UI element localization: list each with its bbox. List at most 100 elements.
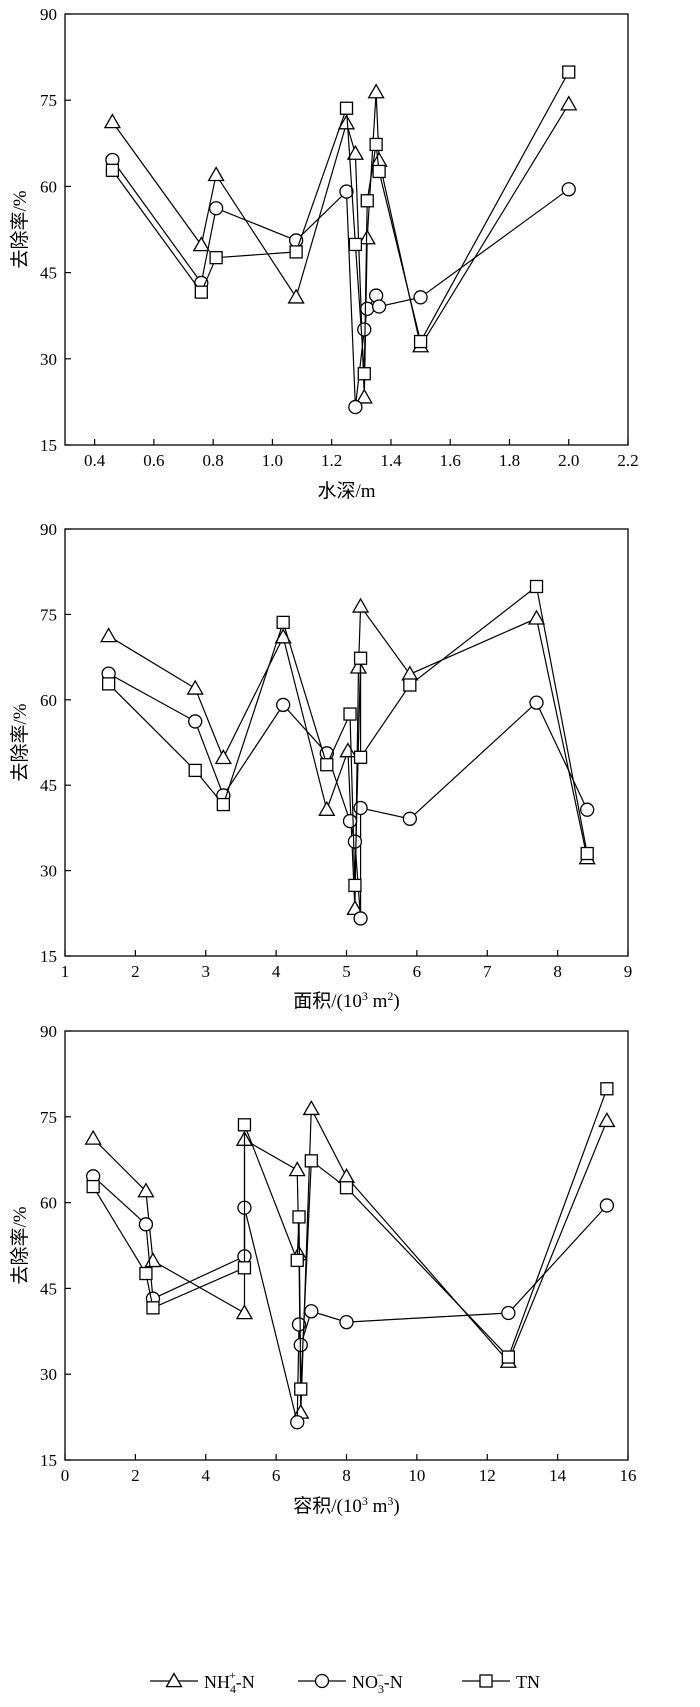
- point-1-2-10: [413, 334, 428, 349]
- point-1-1-7: [360, 301, 375, 316]
- point-1-1-10: [413, 290, 428, 305]
- point-3-0-2: [144, 1252, 162, 1268]
- point-1-2-4: [339, 101, 354, 115]
- point-2-2-0: [101, 677, 116, 691]
- point-3-1-9: [339, 1314, 354, 1330]
- point-1-1-2: [208, 201, 224, 216]
- point-3-1-1: [138, 1217, 154, 1232]
- series-line-3-0: [92, 1106, 608, 1413]
- legend-item-0: NH4+-N: [150, 1668, 255, 1696]
- point-3-1-5: [290, 1415, 305, 1430]
- x-tick-label-1-9: 2.2: [617, 451, 638, 470]
- point-2-0-10: [527, 609, 546, 625]
- point-2-1-10: [529, 695, 544, 710]
- x-tick-label-1-4: 1.2: [321, 451, 342, 470]
- point-3-2-8: [304, 1154, 318, 1168]
- series-3-1: [86, 1169, 615, 1430]
- chart-3: 15 30 45 60 75 90 0 2 4 6 8 10 12 14 16 容积/(103 m3) 去除率/…: [9, 1022, 637, 1517]
- x-tick-label-3-7: 14: [549, 1466, 567, 1485]
- x-tick-label-2-5: 6: [413, 962, 422, 981]
- y-tick-label-2-2: 45: [40, 776, 57, 795]
- x-tick-label-2-8: 9: [624, 962, 633, 981]
- y-tick-label-3-3: 60: [40, 1194, 57, 1213]
- x-tick-label-3-4: 8: [342, 1466, 351, 1485]
- point-3-2-3: [237, 1261, 252, 1275]
- point-1-1-4: [339, 184, 354, 199]
- legend: NH4+-N NO3−-N TN: [150, 1668, 540, 1696]
- plot-frame-2: [64, 528, 629, 957]
- point-1-2-11: [562, 65, 576, 79]
- point-3-0-1: [137, 1182, 155, 1198]
- x-tick-label-2-7: 8: [553, 962, 562, 981]
- point-2-2-5: [343, 707, 357, 721]
- x-tick-label-1-2: 0.8: [203, 451, 224, 470]
- point-1-0-2: [207, 166, 225, 182]
- point-2-2-6: [348, 878, 362, 893]
- y-tick-label-1-1: 30: [40, 350, 57, 369]
- point-3-0-5: [288, 1161, 306, 1177]
- y-axis-label-1: 去除率/%: [9, 190, 31, 268]
- point-1-0-7: [358, 229, 376, 245]
- x-axis-label-2: 面积/(103 m2): [293, 989, 399, 1012]
- series-1-2: [105, 65, 576, 381]
- legend-label-1: NO3−-N: [352, 1668, 403, 1696]
- y-tick-label-2-4: 75: [40, 605, 57, 624]
- y-tick-label-1-2: 45: [40, 264, 57, 283]
- y-tick-label-2-1: 30: [40, 862, 57, 881]
- point-2-0-2: [214, 749, 232, 765]
- legend-label-2: TN: [516, 1672, 540, 1692]
- point-2-2-3: [276, 615, 290, 630]
- point-3-1-11: [599, 1198, 615, 1213]
- x-tick-label-2-4: 5: [342, 962, 351, 981]
- point-2-1-7: [353, 911, 368, 926]
- point-2-0-4: [318, 800, 336, 816]
- point-2-2-7: [353, 651, 368, 665]
- point-3-2-6: [292, 1210, 306, 1224]
- point-2-1-3: [276, 697, 291, 713]
- point-1-2-6: [357, 367, 371, 381]
- point-2-0-0: [100, 627, 118, 643]
- point-3-1-6: [291, 1317, 307, 1332]
- point-2-2-10: [529, 579, 544, 594]
- point-1-0-4: [337, 114, 356, 130]
- y-tick-label-2-5: 90: [40, 520, 57, 539]
- x-tick-label-3-8: 16: [620, 1466, 637, 1485]
- point-3-2-4: [237, 1118, 252, 1132]
- x-tick-label-1-6: 1.6: [440, 451, 461, 470]
- series-line-2-1: [108, 673, 588, 919]
- point-3-2-10: [501, 1350, 516, 1364]
- point-1-2-5: [348, 237, 363, 252]
- x-tick-label-3-5: 10: [408, 1466, 425, 1485]
- x-tick-label-3-6: 12: [479, 1466, 496, 1485]
- point-2-2-1: [188, 763, 202, 778]
- series-1-0: [103, 83, 578, 404]
- point-3-1-10: [501, 1305, 516, 1321]
- point-2-0-9: [401, 665, 419, 681]
- point-2-2-4: [320, 758, 334, 772]
- point-1-2-9: [372, 164, 386, 179]
- y-tick-label-1-5: 90: [40, 5, 57, 24]
- x-tick-label-1-1: 0.6: [143, 451, 164, 470]
- y-axis-label-2: 去除率/%: [9, 703, 31, 781]
- point-1-2-8: [369, 137, 383, 152]
- point-3-0-3: [235, 1304, 254, 1320]
- point-2-1-9: [402, 811, 417, 826]
- point-1-1-11: [561, 182, 576, 197]
- series-line-3-1: [92, 1175, 608, 1423]
- legend-marker-1: [314, 1673, 330, 1689]
- series-1-1: [105, 152, 576, 415]
- point-3-1-8: [304, 1304, 319, 1319]
- point-2-1-1: [188, 714, 203, 729]
- legend-label-0: NH4+-N: [204, 1668, 255, 1696]
- point-2-0-7: [349, 658, 368, 674]
- legend-item-2: TN: [462, 1672, 540, 1692]
- point-3-2-11: [600, 1082, 614, 1096]
- point-2-0-8: [351, 597, 370, 613]
- point-3-0-9: [337, 1168, 356, 1184]
- point-2-2-2: [216, 797, 230, 812]
- point-2-2-9: [403, 678, 417, 692]
- point-1-0-3: [287, 288, 305, 304]
- series-3-2: [86, 1082, 614, 1396]
- point-3-2-1: [139, 1266, 153, 1281]
- point-2-0-1: [186, 679, 204, 695]
